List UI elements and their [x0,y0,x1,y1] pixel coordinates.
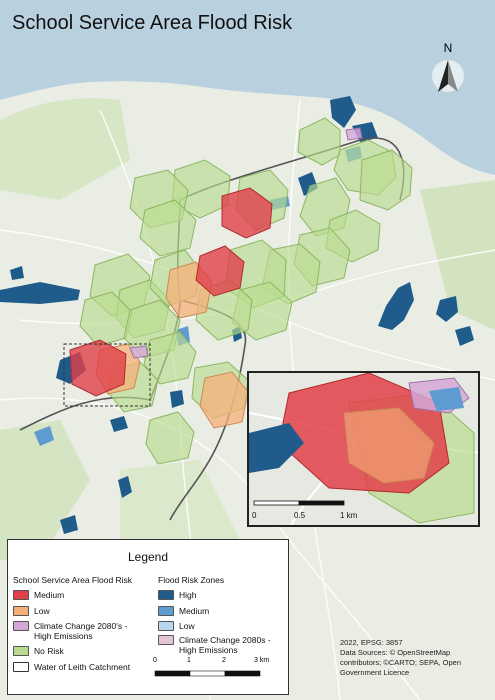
legend-swatch [13,646,29,656]
inset-flood-high [249,423,304,473]
legend-swatch [13,590,29,600]
north-label: N [444,41,453,55]
main-scalebar: 0 1 2 3 km [150,657,275,683]
legend-swatch [158,621,174,631]
legend-label: Climate Change 2080s - High Emissions [179,635,271,655]
legend-item-flood-climate: Climate Change 2080s - High Emissions [158,635,289,655]
legend-label: Climate Change 2080's - High Emissions [34,621,128,641]
inset-scale-tick: 0 [252,511,257,520]
legend-item-school-no-risk: No Risk [13,646,144,656]
inset-extent-box [63,343,151,407]
inset-scale-tick: 1 km [340,511,358,520]
legend-item-flood-low: Low [158,621,289,631]
legend-school-heading: School Service Area Flood Risk [13,575,133,585]
legend-label: High [179,590,197,600]
legend-item-school-climate: Climate Change 2080's - High Emissions [13,621,144,641]
legend-item-flood-medium: Medium [158,606,289,616]
north-arrow-icon: N [432,41,464,92]
north-arrow: N [428,40,468,98]
map-title: School Service Area Flood Risk [12,12,293,34]
legend-swatch [13,606,29,616]
legend-title: Legend [127,550,169,564]
land-green-patch [0,98,130,200]
scale-tick: 2 [222,657,226,664]
legend-item-school-low: Low [13,606,144,616]
inset-map-svg [249,373,478,525]
legend-label: Low [179,621,195,631]
inset-area-low [343,407,435,484]
scale-tick: 0 [153,657,157,664]
sea [0,0,495,175]
legend-label: Water of Leith Catchment [34,662,131,672]
legend-item-flood-high: High [158,590,289,600]
legend-label: Medium [179,606,210,616]
scale-tick: 1 [187,657,191,664]
legend: Legend School Service Area Flood Risk Fl… [7,539,289,695]
legend-item-catchment: Water of Leith Catchment [13,662,164,672]
inset-scalebar-graphic [253,500,345,506]
land-green-patch [0,420,90,560]
land-green-patch [420,180,495,330]
legend-flood-heading: Flood Risk Zones [158,575,225,585]
legend-label: Low [34,606,50,616]
scalebar-graphic [154,670,261,677]
scale-tick: 3 km [254,657,270,664]
inset-map: 0 0.5 1 km [247,371,480,527]
legend-swatch [13,621,29,631]
legend-swatch [158,606,174,616]
service-areas-medium [69,187,273,397]
legend-item-school-medium: Medium [13,590,144,600]
legend-swatch [13,662,29,672]
legend-swatch [158,590,174,600]
inset-scale-tick: 0.5 [294,511,306,520]
inset-flood-medium [429,387,464,411]
legend-swatch [158,635,174,645]
legend-label: Medium [34,590,65,600]
service-areas-climate [129,127,363,359]
credits-text: 2022, EPSG: 3857 Data Sources: © OpenStr… [340,638,461,677]
legend-label: No Risk [34,646,64,656]
inset-scalebar: 0 0.5 1 km [252,499,362,523]
data-credits: 2022, EPSG: 3857 Data Sources: © OpenStr… [340,638,490,678]
